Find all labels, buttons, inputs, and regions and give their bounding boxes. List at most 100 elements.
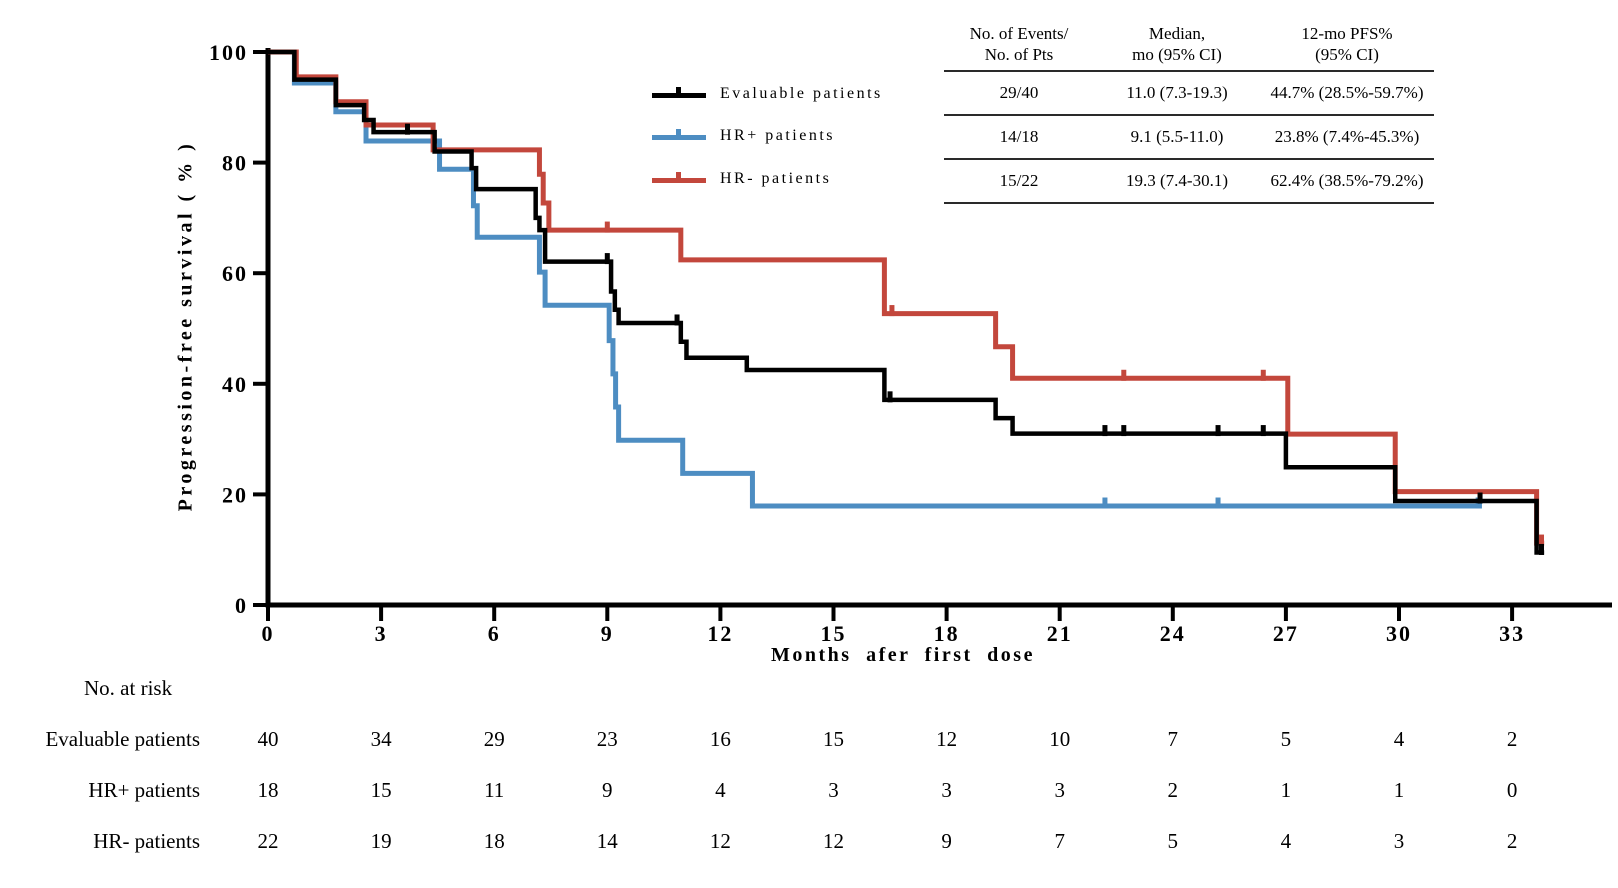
risk-row-label-hr-patients: HR- patients xyxy=(93,829,200,853)
risk-value: 34 xyxy=(370,727,392,751)
risk-value: 12 xyxy=(823,829,844,853)
censor-tick-evaluable-patients xyxy=(887,391,893,403)
risk-value: 29 xyxy=(483,727,505,751)
censor-tick-evaluable-patients xyxy=(1102,425,1108,437)
events-cell: 15/22 xyxy=(944,159,1094,205)
risk-value: 9 xyxy=(941,829,952,853)
censor-tick-evaluable-patients xyxy=(1121,425,1127,437)
risk-value: 18 xyxy=(483,829,505,853)
median-cell: 19.3 (7.4-30.1) xyxy=(1094,159,1260,205)
risk-value: 1 xyxy=(1280,778,1292,802)
censor-tick-hr-patients xyxy=(1260,369,1266,381)
risk-value: 22 xyxy=(257,829,279,853)
y-tick-label: 20 xyxy=(222,482,248,507)
censor-tick-hr-patients xyxy=(1121,369,1127,381)
x-tick-label: 33 xyxy=(1499,621,1525,646)
y-tick-label: 40 xyxy=(222,372,248,397)
censor-tick-evaluable-patients xyxy=(1260,425,1266,437)
risk-value: 7 xyxy=(1054,829,1065,853)
risk-row-label-evaluable-patients: Evaluable patients xyxy=(45,727,200,751)
line-censor-swatch-icon xyxy=(652,127,706,145)
pfs-cell: 62.4% (38.5%-79.2%) xyxy=(1260,159,1434,205)
y-tick-label: 60 xyxy=(222,261,248,286)
x-tick-label: 3 xyxy=(375,621,388,646)
risk-value: 4 xyxy=(715,778,726,802)
risk-value: 0 xyxy=(1506,778,1518,802)
x-tick-label: 24 xyxy=(1160,621,1186,646)
median-cell: 11.0 (7.3-19.3) xyxy=(1094,71,1260,117)
risk-value: 18 xyxy=(257,778,279,802)
censor-tick-evaluable-patients xyxy=(604,253,610,265)
censor-tick-hr-patients xyxy=(1539,534,1545,546)
x-tick-label: 18 xyxy=(934,621,960,646)
legend-item-evaluable: Evaluable patients xyxy=(652,81,883,107)
x-tick-label: 15 xyxy=(821,621,847,646)
summary-header-events: No. of Events/ No. of Pts xyxy=(944,24,1094,73)
summary-statistics-table: No. of Events/ No. of Pts Median, mo (95… xyxy=(944,24,1434,205)
risk-value: 7 xyxy=(1167,727,1179,751)
risk-value: 2 xyxy=(1506,829,1518,853)
x-tick-label: 27 xyxy=(1273,621,1299,646)
censor-tick-evaluable-patients xyxy=(1215,425,1221,437)
risk-value: 19 xyxy=(370,829,392,853)
x-axis-title: Months afer first dose xyxy=(771,644,1035,666)
risk-value: 2 xyxy=(1167,778,1179,802)
summary-header-median: Median, mo (95% CI) xyxy=(1094,24,1260,73)
summary-row-hr-negative: 15/22 19.3 (7.4-30.1) 62.4% (38.5%-79.2%… xyxy=(944,159,1434,205)
risk-row-label-hr-patients: HR+ patients xyxy=(88,778,200,802)
x-tick-label: 6 xyxy=(488,621,501,646)
censor-tick-hr-patients xyxy=(889,305,895,317)
risk-value: 14 xyxy=(596,829,618,853)
risk-value: 11 xyxy=(484,778,505,802)
risk-value: 3 xyxy=(828,778,839,802)
events-cell: 14/18 xyxy=(944,115,1094,161)
risk-value: 15 xyxy=(370,778,392,802)
censor-tick-hr-patients xyxy=(1215,497,1221,509)
risk-value: 3 xyxy=(1054,778,1065,802)
risk-value: 9 xyxy=(602,778,613,802)
y-tick-label: 100 xyxy=(209,40,248,65)
summary-row-evaluable: 29/40 11.0 (7.3-19.3) 44.7% (28.5%-59.7%… xyxy=(944,71,1434,117)
line-censor-swatch-icon xyxy=(652,85,706,103)
events-cell: 29/40 xyxy=(944,71,1094,117)
x-tick-label: 0 xyxy=(262,621,275,646)
x-tick-label: 12 xyxy=(707,621,733,646)
risk-value: 3 xyxy=(1393,829,1405,853)
risk-value: 4 xyxy=(1280,829,1292,853)
censor-tick-hr-patients xyxy=(604,221,610,233)
x-tick-label: 9 xyxy=(601,621,614,646)
y-tick-label: 0 xyxy=(235,593,248,618)
legend-label: HR- patients xyxy=(720,170,832,187)
censor-tick-evaluable-patients xyxy=(404,123,410,135)
risk-value: 16 xyxy=(709,727,731,751)
km-curve-hr-patients xyxy=(268,49,1482,509)
x-tick-label: 30 xyxy=(1386,621,1412,646)
legend-item-hr-positive: HR+ patients xyxy=(652,123,835,149)
pfs-cell: 44.7% (28.5%-59.7%) xyxy=(1260,71,1434,117)
km-curve-hr-patients xyxy=(268,49,1545,546)
summary-header-row: No. of Events/ No. of Pts Median, mo (95… xyxy=(944,24,1434,73)
censor-tick-evaluable-patients xyxy=(1539,543,1545,555)
summary-row-hr-positive: 14/18 9.1 (5.5-11.0) 23.8% (7.4%-45.3%) xyxy=(944,115,1434,161)
risk-table-title: No. at risk xyxy=(84,676,173,700)
x-tick-label: 21 xyxy=(1047,621,1073,646)
risk-value: 12 xyxy=(936,727,958,751)
risk-value: 1 xyxy=(1393,778,1405,802)
summary-header-12mo-pfs: 12-mo PFS% (95% CI) xyxy=(1260,24,1434,73)
legend-label: Evaluable patients xyxy=(720,85,883,102)
risk-value: 2 xyxy=(1506,727,1518,751)
censor-tick-evaluable-patients xyxy=(674,314,680,326)
risk-value: 5 xyxy=(1167,829,1179,853)
risk-value: 3 xyxy=(941,778,952,802)
y-axis-title: Progression-free survival ( % ) xyxy=(174,140,197,512)
y-tick-label: 80 xyxy=(222,151,248,176)
line-censor-swatch-icon xyxy=(652,170,706,188)
legend-label: HR+ patients xyxy=(720,127,836,144)
risk-value: 15 xyxy=(823,727,844,751)
risk-value: 10 xyxy=(1049,727,1071,751)
risk-value: 23 xyxy=(596,727,618,751)
censor-tick-evaluable-patients xyxy=(1477,492,1483,504)
risk-value: 12 xyxy=(709,829,731,853)
